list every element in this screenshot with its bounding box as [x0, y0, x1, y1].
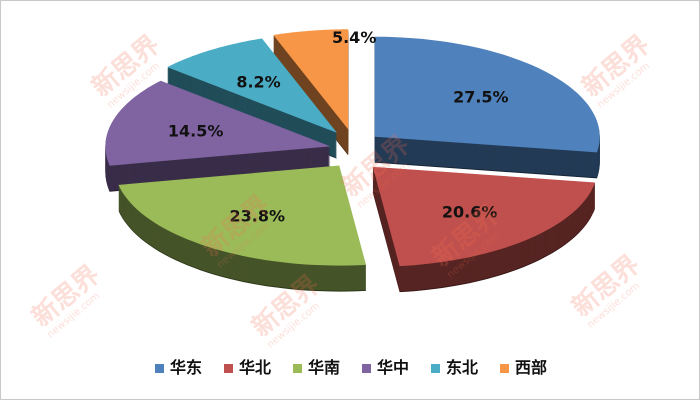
legend-item: 东北 [431, 358, 478, 378]
legend: 华东 华北 华南 华中 东北 西部 [1, 358, 700, 378]
legend-swatch [154, 363, 164, 373]
data-label: 23.8% [229, 207, 285, 226]
pie-slice-华中 [105, 80, 331, 192]
legend-item: 西部 [500, 358, 547, 378]
legend-item: 华北 [223, 358, 271, 378]
pie-slice-华北 [372, 166, 596, 293]
legend-swatch [500, 363, 510, 373]
pie-slice-top [105, 80, 331, 166]
legend-label: 华东 [169, 358, 202, 377]
data-label: 20.6% [442, 203, 498, 222]
pie-slice-top [167, 38, 337, 133]
legend-label: 华中 [377, 358, 410, 377]
legend-item: 华中 [362, 358, 409, 378]
pie-slice-华东 [374, 36, 600, 179]
legend-swatch [292, 363, 302, 373]
legend-label: 华北 [238, 358, 271, 377]
pie-slice-top [372, 166, 596, 267]
legend-item: 华东 [154, 358, 202, 378]
pie-slice-top [374, 36, 600, 153]
legend-label: 西部 [515, 358, 548, 377]
legend-swatch [362, 363, 371, 373]
data-label: 8.2% [236, 73, 280, 92]
legend-item: 华南 [292, 358, 340, 378]
pie-slice-华南 [118, 165, 366, 292]
legend-swatch [431, 363, 441, 373]
pie-slice-top [273, 29, 349, 130]
data-label: 14.5% [168, 121, 224, 140]
legend-swatch [223, 363, 233, 373]
legend-label: 华南 [307, 358, 340, 377]
pie-slice-top [118, 165, 366, 266]
data-label: 5.4% [332, 28, 376, 47]
legend-label: 东北 [446, 358, 479, 377]
data-label: 27.5% [453, 87, 509, 106]
